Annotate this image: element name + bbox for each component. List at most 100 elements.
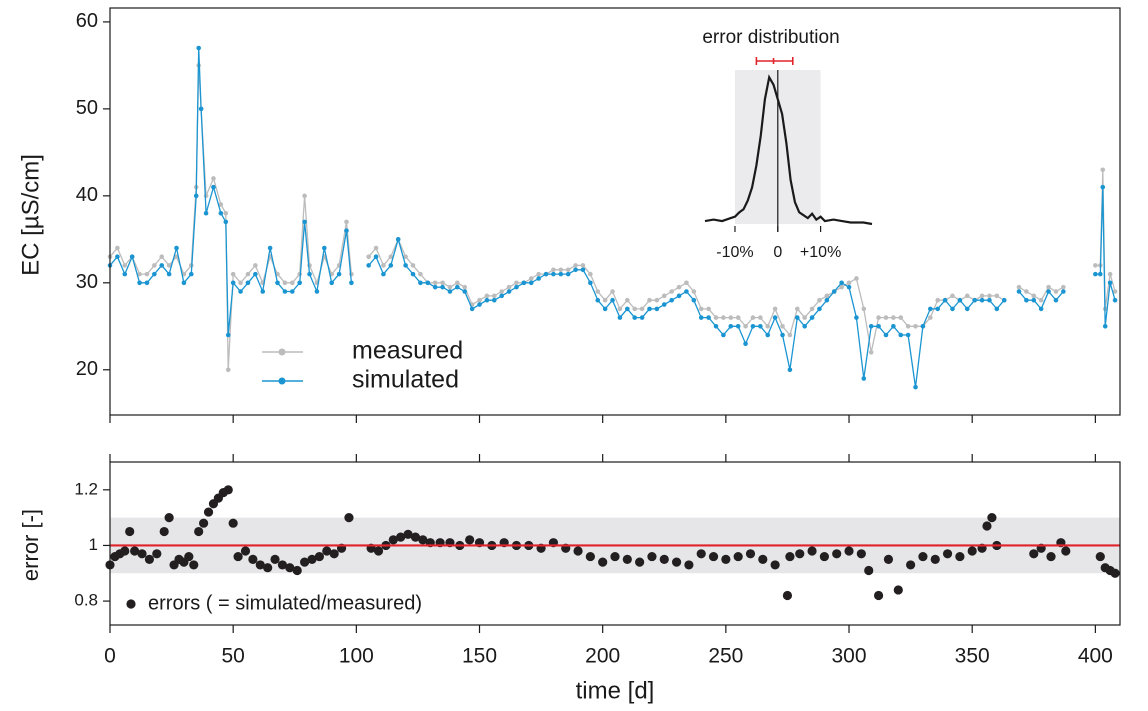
data-point	[1046, 284, 1051, 290]
data-point	[1053, 297, 1059, 303]
data-point	[462, 289, 468, 294]
data-point	[551, 271, 556, 277]
data-point	[225, 332, 231, 338]
data-point	[144, 271, 150, 277]
data-point	[440, 284, 445, 290]
data-point	[484, 297, 490, 303]
data-point	[750, 315, 756, 320]
data-point	[713, 315, 719, 320]
error-point	[782, 590, 793, 601]
error-point	[307, 554, 317, 564]
series-line	[368, 236, 1005, 388]
data-point	[639, 306, 645, 312]
data-point	[152, 263, 157, 268]
data-point	[469, 306, 475, 312]
data-point	[166, 263, 172, 268]
data-point	[691, 289, 697, 294]
data-point	[245, 280, 251, 286]
data-point	[876, 315, 881, 320]
error-point	[770, 560, 780, 570]
y-tick-label: 30	[76, 271, 98, 293]
y-tick-label: 50	[76, 97, 98, 119]
data-point	[159, 263, 165, 268]
data-point	[558, 271, 564, 277]
data-point	[447, 284, 453, 290]
data-point	[1016, 284, 1022, 290]
error-point	[144, 554, 155, 564]
error-point	[647, 551, 657, 562]
data-point	[602, 297, 608, 303]
data-point	[854, 315, 859, 320]
error-point	[418, 535, 428, 545]
data-point	[506, 284, 512, 290]
data-point	[137, 280, 142, 286]
error-point	[199, 518, 209, 528]
data-point	[314, 289, 320, 294]
x-tick-label: 0	[104, 645, 116, 668]
data-point	[381, 263, 386, 268]
data-point	[750, 323, 756, 329]
data-point	[388, 263, 394, 268]
data-point	[1001, 297, 1007, 303]
data-point	[728, 315, 734, 320]
data-point	[920, 323, 926, 329]
data-point	[477, 297, 482, 303]
error-point	[758, 554, 768, 564]
data-point	[344, 219, 349, 225]
data-point	[418, 271, 423, 277]
error-point	[322, 546, 332, 556]
data-point	[964, 293, 970, 299]
data-point	[297, 280, 302, 286]
data-point	[610, 289, 615, 294]
data-point	[639, 315, 645, 320]
data-point	[1031, 297, 1037, 303]
data-point	[979, 297, 985, 303]
data-point	[765, 323, 771, 329]
data-point	[883, 315, 889, 320]
data-point	[802, 315, 807, 320]
data-point	[253, 263, 258, 268]
error-point	[610, 551, 620, 562]
error-point	[864, 565, 874, 576]
data-point	[676, 284, 682, 290]
data-point	[455, 280, 460, 286]
data-point	[218, 210, 224, 216]
y-tick-label: 40	[76, 184, 98, 206]
error-point	[373, 546, 384, 556]
data-point	[854, 276, 859, 281]
error-point	[263, 563, 273, 573]
data-point	[684, 289, 689, 294]
data-point	[418, 280, 423, 286]
data-point	[432, 284, 438, 290]
data-point	[625, 306, 630, 312]
data-point	[957, 297, 963, 303]
error-point	[130, 546, 140, 556]
data-point	[410, 271, 416, 277]
error-point	[189, 560, 199, 570]
data-point	[839, 280, 844, 286]
data-point	[950, 293, 955, 299]
data-point	[1024, 297, 1029, 303]
data-point	[617, 315, 623, 320]
data-point	[366, 263, 371, 268]
error-point	[659, 554, 669, 564]
data-point	[558, 267, 564, 273]
data-point	[994, 293, 1000, 299]
error-point	[120, 546, 130, 556]
data-point	[302, 193, 307, 199]
y-tick-label: 20	[76, 358, 98, 380]
data-point	[661, 293, 667, 299]
data-point	[203, 193, 209, 199]
data-point	[238, 289, 243, 294]
data-point	[839, 284, 844, 290]
data-point	[994, 306, 1000, 312]
data-point	[253, 271, 258, 277]
data-point	[381, 271, 386, 277]
error-point	[164, 513, 174, 523]
data-point	[647, 306, 652, 312]
error-point	[314, 551, 324, 562]
error-point	[733, 551, 743, 562]
data-point	[632, 306, 638, 312]
data-point	[1100, 167, 1106, 173]
error-point	[585, 551, 595, 562]
